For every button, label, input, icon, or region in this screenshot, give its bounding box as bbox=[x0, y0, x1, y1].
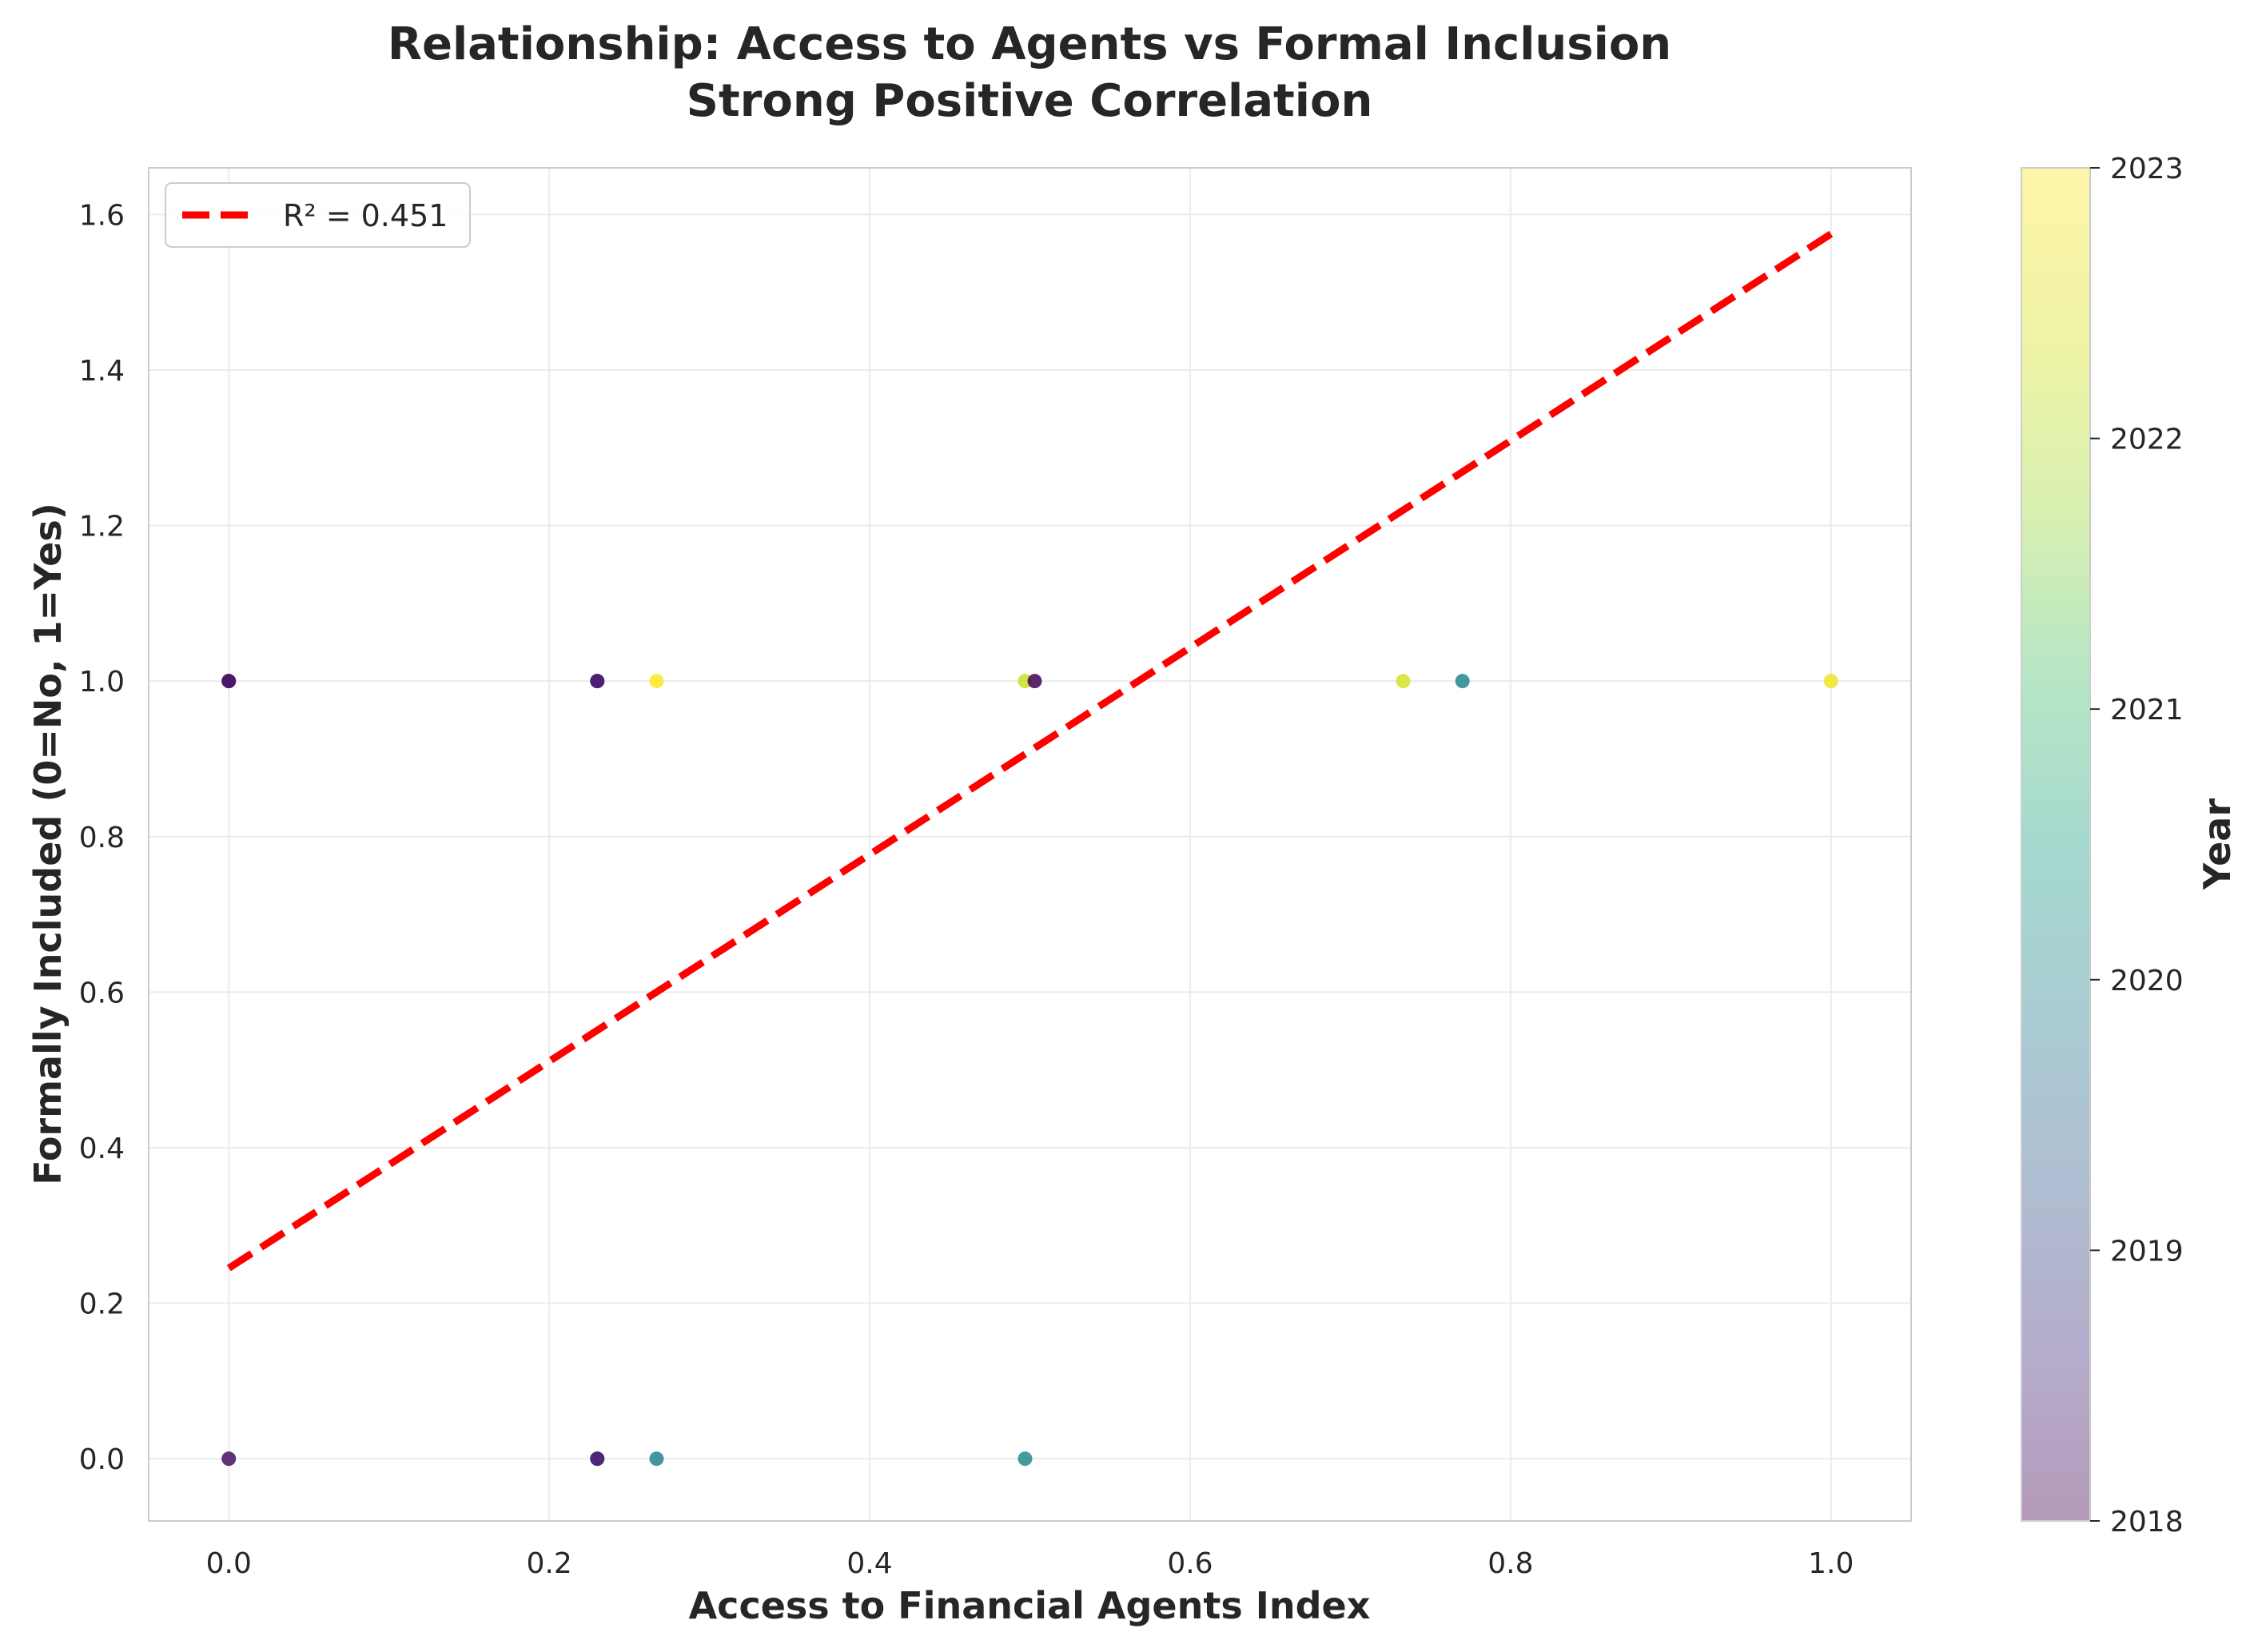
colorbar-frame bbox=[2021, 167, 2091, 1522]
y-tick-label: 0.4 bbox=[79, 1133, 125, 1165]
colorbar-tick-label: 2019 bbox=[2110, 1235, 2184, 1268]
trendline-layer bbox=[226, 230, 1834, 1272]
chart-subtitle: Strong Positive Correlation bbox=[687, 75, 1373, 127]
y-tick-label: 0.8 bbox=[79, 822, 125, 854]
legend: R² = 0.451 bbox=[165, 182, 471, 248]
y-tick-label: 0.0 bbox=[79, 1443, 125, 1476]
scatter-point bbox=[221, 674, 237, 689]
scatter-point bbox=[590, 674, 605, 689]
y-tick-label: 1.2 bbox=[79, 511, 125, 543]
colorbar: 2018 2019 2020 2021 2022 2023 Year bbox=[2021, 153, 2239, 1539]
scatter-point bbox=[649, 1451, 664, 1467]
colorbar-tick-label: 2022 bbox=[2110, 424, 2184, 456]
x-tick-label: 0.4 bbox=[846, 1547, 892, 1580]
x-tick-label: 0.0 bbox=[206, 1547, 252, 1580]
trendline bbox=[226, 230, 1834, 1272]
colorbar-tick-label: 2020 bbox=[2110, 965, 2184, 997]
scatter-point bbox=[1396, 674, 1411, 689]
x-axis-ticks: 0.0 0.2 0.4 0.6 0.8 1.0 bbox=[206, 1547, 1854, 1580]
scatter-point bbox=[221, 1451, 237, 1467]
scatter-point bbox=[1455, 674, 1470, 689]
x-tick-label: 0.8 bbox=[1487, 1547, 1533, 1580]
plot-area bbox=[149, 168, 1911, 1521]
x-tick-label: 0.6 bbox=[1167, 1547, 1213, 1580]
legend-trendline-label: R² = 0.451 bbox=[283, 198, 448, 233]
scatter-point bbox=[649, 674, 664, 689]
x-axis-label: Access to Financial Agents Index bbox=[689, 1584, 1371, 1627]
legend-box bbox=[165, 182, 471, 248]
y-tick-label: 1.6 bbox=[79, 199, 125, 232]
scatter-points bbox=[221, 674, 1838, 1467]
scatter-point bbox=[1017, 1451, 1033, 1467]
y-axis-ticks: 0.0 0.2 0.4 0.6 0.8 1.0 1.2 1.4 1.6 bbox=[79, 199, 125, 1476]
colorbar-tick-label: 2018 bbox=[2110, 1506, 2184, 1539]
colorbar-tick-label: 2021 bbox=[2110, 694, 2184, 726]
y-tick-label: 1.4 bbox=[79, 355, 125, 388]
x-tick-label: 1.0 bbox=[1808, 1547, 1854, 1580]
gridlines bbox=[149, 168, 1911, 1521]
scatter-point bbox=[1823, 674, 1838, 689]
y-tick-label: 0.2 bbox=[79, 1288, 125, 1321]
scatter-point bbox=[1027, 674, 1042, 689]
y-axis-label: Formally Included (0=No, 1=Yes) bbox=[26, 503, 70, 1184]
colorbar-tick-label: 2023 bbox=[2110, 153, 2184, 185]
colorbar-ticks: 2018 2019 2020 2021 2022 2023 bbox=[2090, 153, 2184, 1539]
colorbar-gradient bbox=[2021, 168, 2090, 1521]
scatter-point bbox=[590, 1451, 605, 1467]
y-tick-label: 0.6 bbox=[79, 977, 125, 1009]
chart-title: Relationship: Access to Agents vs Formal… bbox=[388, 18, 1671, 70]
x-tick-label: 0.2 bbox=[527, 1547, 572, 1580]
plot-frame bbox=[148, 167, 1912, 1522]
y-tick-label: 1.0 bbox=[79, 666, 125, 699]
colorbar-label: Year bbox=[2196, 798, 2239, 890]
